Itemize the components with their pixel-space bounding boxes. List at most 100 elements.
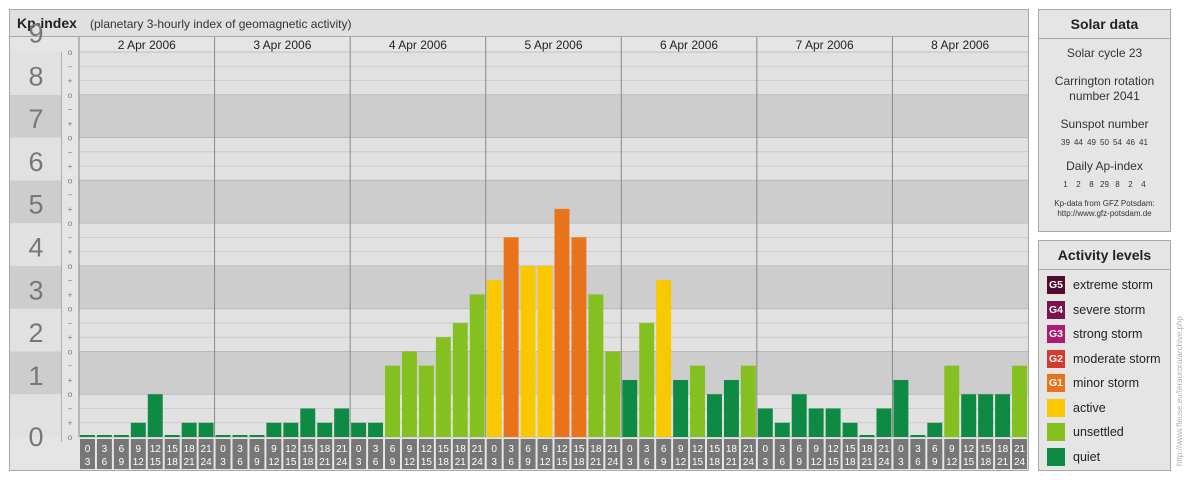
y-label-band: [10, 223, 61, 266]
hour-end-label: 15: [692, 457, 704, 468]
hour-box: [774, 439, 790, 469]
hour-end-label: 3: [898, 457, 904, 468]
hour-start-label: 21: [743, 444, 755, 455]
hour-end-label: 24: [607, 457, 619, 468]
credit-link[interactable]: http://www.gfz-potsdam.de: [1057, 209, 1152, 218]
kp-bar: [842, 422, 858, 437]
kp-bar: [791, 394, 807, 437]
hour-box: [198, 439, 214, 469]
hour-start-label: 18: [319, 444, 331, 455]
kp-bar: [978, 394, 994, 437]
hour-start-label: 18: [455, 444, 467, 455]
hour-box: [978, 439, 994, 469]
hour-box: [927, 439, 943, 469]
y-subtick-label: +: [68, 376, 73, 385]
kp-bar: [588, 294, 604, 437]
kp-bar: [385, 365, 400, 437]
kp-bar: [893, 379, 909, 437]
hour-end-label: 24: [743, 457, 755, 468]
hour-end-label: 3: [356, 457, 362, 468]
hour-box: [503, 439, 519, 469]
y-tick-label: 3: [28, 275, 43, 305]
hour-end-label: 15: [421, 457, 433, 468]
kp-bar: [859, 435, 875, 437]
kp-bar: [401, 351, 417, 437]
kp-bar: [1012, 365, 1027, 437]
ap-value: 8: [1115, 180, 1120, 189]
hour-box: [435, 439, 451, 469]
chart-title: Kp-index: [17, 15, 77, 31]
kp-bar: [673, 379, 689, 437]
y-subtick-label: +: [68, 419, 73, 428]
hour-start-label: 0: [356, 444, 362, 455]
legend-label: quiet: [1073, 449, 1101, 464]
hour-box: [266, 439, 282, 469]
y-subtick-label: o: [68, 48, 73, 57]
y-tick-label: 8: [28, 61, 43, 91]
kp-bar: [808, 408, 824, 437]
title-bar: [10, 10, 1028, 36]
carrington-rotation: Carrington rotation number 2041: [1054, 74, 1155, 103]
y-band: [79, 394, 1028, 437]
hour-box: [707, 439, 722, 469]
kp-bar: [198, 422, 214, 437]
hour-box: [673, 439, 689, 469]
hour-end-label: 12: [946, 457, 958, 468]
legend-label: severe storm: [1073, 302, 1146, 317]
y-subtick-label: +: [68, 119, 73, 128]
legend-item: G3 strong storm: [1039, 322, 1170, 347]
hour-box: [215, 439, 231, 469]
legend-label: extreme storm: [1073, 278, 1153, 293]
hour-start-label: 3: [237, 444, 243, 455]
hour-end-label: 15: [963, 457, 975, 468]
hour-start-label: 12: [285, 444, 297, 455]
y-band: [79, 52, 1028, 95]
hour-start-label: 18: [997, 444, 1009, 455]
legend-swatch: G1: [1047, 374, 1065, 393]
hour-start-label: 12: [556, 444, 568, 455]
hour-box: [859, 439, 875, 469]
hour-start-label: 0: [85, 444, 91, 455]
hour-start-label: 3: [644, 444, 650, 455]
y-band: [79, 308, 1028, 352]
hour-end-label: 18: [709, 457, 721, 468]
hour-start-label: 6: [390, 444, 396, 455]
y-label-band: [10, 52, 61, 95]
solar-cycle: Solar cycle 23: [1066, 46, 1143, 60]
kp-bar: [351, 422, 367, 437]
y-subtick-label: −: [68, 191, 73, 200]
y-band: [79, 265, 1028, 309]
kp-bar: [774, 422, 790, 437]
hour-start-label: 21: [1014, 444, 1026, 455]
y-label-band: [10, 351, 61, 395]
hour-box: [164, 439, 180, 469]
legend-label: moderate storm: [1073, 351, 1161, 366]
y-subtick-label: +: [68, 248, 73, 257]
y-tick-label: 7: [28, 104, 43, 134]
kp-bar: [740, 365, 756, 437]
hour-box: [740, 439, 756, 469]
hour-start-label: 0: [220, 444, 226, 455]
hour-start-label: 6: [661, 444, 667, 455]
hour-box: [113, 439, 129, 469]
kp-chart: Kp-index (planetary 3-hourly index of geo…: [10, 10, 1028, 469]
hour-start-label: 9: [813, 444, 819, 455]
hour-box: [571, 439, 587, 469]
hour-end-label: 6: [779, 457, 785, 468]
hour-end-label: 12: [539, 457, 551, 468]
kp-bar: [486, 280, 502, 437]
kp-bar: [147, 394, 163, 437]
hour-start-label: 12: [828, 444, 840, 455]
hour-start-label: 3: [915, 444, 921, 455]
hour-box: [961, 439, 977, 469]
kp-bar: [300, 408, 316, 437]
hour-end-label: 21: [861, 457, 873, 468]
hour-start-label: 15: [167, 444, 179, 455]
hour-start-label: 12: [963, 444, 975, 455]
day-label: 5 Apr 2006: [524, 38, 582, 52]
hour-end-label: 18: [302, 457, 314, 468]
y-tick-label: 6: [28, 147, 43, 177]
hour-start-label: 18: [184, 444, 196, 455]
hour-box: [130, 439, 146, 469]
hour-box: [385, 439, 400, 469]
